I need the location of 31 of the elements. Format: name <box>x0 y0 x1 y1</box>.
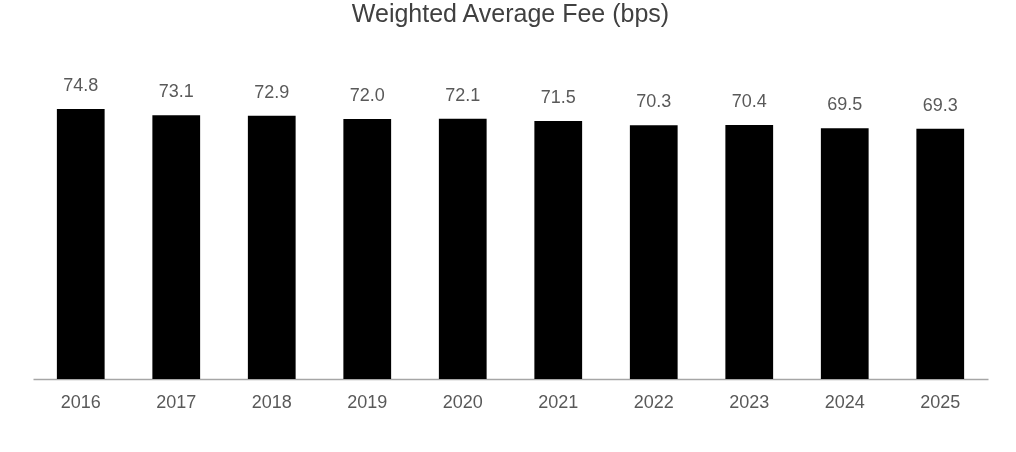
bar <box>725 124 774 379</box>
x-tick-label: 2022 <box>633 391 674 412</box>
bar <box>152 115 201 379</box>
data-label: 71.5 <box>540 86 576 107</box>
x-tick-label: 2020 <box>442 391 483 412</box>
bar <box>247 115 296 379</box>
bar <box>629 125 678 379</box>
data-label: 69.3 <box>922 94 958 115</box>
bar <box>343 119 392 379</box>
bar <box>820 128 869 379</box>
bar <box>916 128 965 379</box>
bar <box>534 120 583 379</box>
bar <box>56 109 105 379</box>
x-tick-label: 2023 <box>729 391 770 412</box>
chart-title: Weighted Average Fee (bps) <box>351 0 670 27</box>
x-tick-label: 2018 <box>251 391 292 412</box>
x-tick-label: 2016 <box>60 391 101 412</box>
data-label: 70.4 <box>731 90 767 111</box>
x-tick-label: 2024 <box>824 391 865 412</box>
data-label: 70.3 <box>636 91 672 112</box>
x-tick-label: 2017 <box>156 391 197 412</box>
data-label: 69.5 <box>827 94 863 115</box>
x-tick-label: 2025 <box>920 391 961 412</box>
x-tick-label: 2019 <box>347 391 388 412</box>
data-label: 73.1 <box>158 81 194 102</box>
data-label: 72.1 <box>445 84 481 105</box>
data-label: 72.0 <box>349 85 385 106</box>
bar <box>438 118 487 379</box>
x-tick-label: 2021 <box>538 391 579 412</box>
data-label: 72.9 <box>254 81 290 102</box>
data-label: 74.8 <box>63 75 99 95</box>
